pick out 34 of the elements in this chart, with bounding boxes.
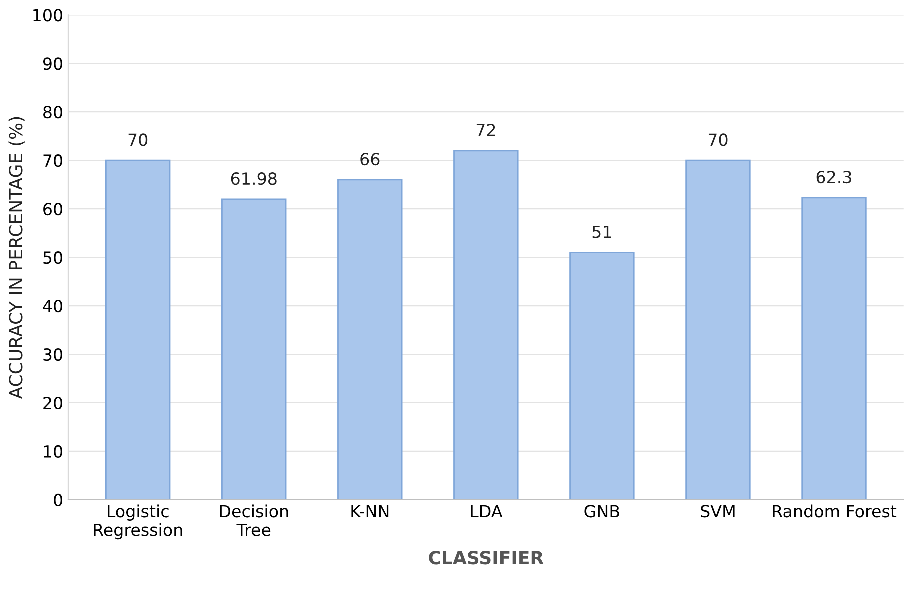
data-label: 66 [360,153,380,166]
data-label: 62.3 [816,170,852,184]
x-tick-label: Decision Tree [220,504,288,536]
y-tick-label: 100 [34,9,63,22]
y-tick-label: 50 [44,252,63,264]
x-tick-label: Logistic Regression [94,504,182,540]
data-label: 51 [592,226,612,238]
bar [105,160,171,500]
bar [802,197,867,500]
data-label: 70 [128,134,148,146]
y-tick-label: 70 [44,154,63,168]
y-tick-label: 30 [44,348,63,362]
y-tick-label: 20 [44,396,63,410]
y-axis-title: ACCURACY IN PERCENTAGE (%) [8,117,25,400]
x-tick-label: Random Forest [773,504,897,518]
bar [686,160,751,500]
y-tick-label: 80 [44,106,63,119]
x-tick-label: GNB [584,505,620,518]
bar [570,252,635,500]
y-tick-label: 60 [44,203,63,216]
y-tick-label: 10 [44,445,63,458]
data-label: 70 [708,134,728,146]
x-tick-label: LDA [471,505,503,518]
bar [454,150,519,500]
y-tick-label: 90 [43,58,63,70]
x-tick-label: K-NN [352,505,389,518]
y-tick-label: 40 [43,300,63,313]
data-label: 72 [476,124,496,136]
bar [338,179,403,500]
x-tick-label: SVM [701,505,735,518]
y-tick-label: 0 [54,494,63,507]
data-label: 61.98 [231,172,277,186]
bar [222,198,287,500]
x-axis-title: CLASSIFIER [429,551,544,565]
